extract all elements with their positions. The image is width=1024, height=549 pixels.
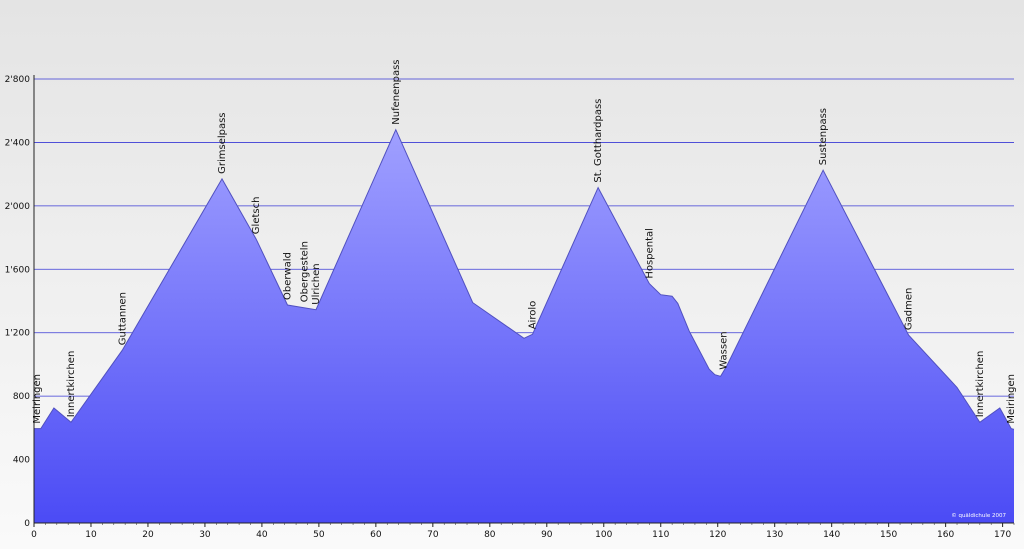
y-tick-label: 0 xyxy=(24,519,30,529)
place-label: Wassen xyxy=(718,331,729,369)
x-tick-label: 20 xyxy=(142,530,154,540)
axes: 0 400 800 1'200 1'600 2'000 2'400 2'800 0 10 20 30 4… xyxy=(5,75,1015,540)
y-tick-label: 2'000 xyxy=(5,202,31,212)
place-label: Gadmen xyxy=(904,288,915,330)
place-label: Ulrichen xyxy=(311,263,322,304)
place-label: Airolo xyxy=(528,301,539,330)
x-tick-label: 60 xyxy=(370,530,382,540)
y-tick-label: 400 xyxy=(13,456,30,466)
x-tick-label: 150 xyxy=(880,530,897,540)
place-label: Guttannen xyxy=(117,292,128,345)
y-tick-label: 1'200 xyxy=(5,329,31,339)
place-label: Meiringen xyxy=(1006,374,1017,424)
y-tick-label: 2'400 xyxy=(5,138,31,148)
credit-text: © quäldichule 2007 xyxy=(951,512,1006,519)
place-label: Nufenenpass xyxy=(391,59,402,124)
x-tick-label: 80 xyxy=(484,530,496,540)
place-label: Oberwald xyxy=(283,252,294,300)
x-tick-label: 130 xyxy=(766,530,783,540)
place-label: St. Gotthardpass xyxy=(593,99,604,183)
x-tick-label: 0 xyxy=(31,530,37,540)
place-labels: Meiringen Innertkirchen Guttannen Grimselpa… xyxy=(32,59,1017,423)
x-tick-label: 120 xyxy=(709,530,726,540)
x-tick-label: 100 xyxy=(595,530,612,540)
x-tick-label: 90 xyxy=(541,530,553,540)
x-tick-label: 50 xyxy=(313,530,325,540)
place-label: Innertkirchen xyxy=(975,351,986,418)
x-tick-label: 30 xyxy=(199,530,211,540)
y-tick-label: 1'600 xyxy=(5,265,31,275)
y-tick-label: 2'800 xyxy=(5,75,31,85)
x-tick-label: 160 xyxy=(937,530,954,540)
x-tick-label: 140 xyxy=(823,530,840,540)
place-label: Grimselpass xyxy=(217,112,228,173)
place-label: Innertkirchen xyxy=(66,351,77,418)
x-tick-label: 10 xyxy=(85,530,97,540)
place-label: Obergesteln xyxy=(300,241,311,302)
x-tick-label: 170 xyxy=(994,530,1011,540)
place-label: Meiringen xyxy=(32,374,43,424)
place-label: Gletsch xyxy=(251,197,262,235)
place-label: Hospental xyxy=(644,228,655,279)
place-label: Sustenpass xyxy=(818,108,829,165)
x-tick-label: 70 xyxy=(427,530,439,540)
x-tick-label: 110 xyxy=(652,530,669,540)
elevation-area-layer xyxy=(34,128,1015,523)
elevation-area xyxy=(34,129,1014,523)
y-tick-label: 800 xyxy=(13,392,30,402)
x-tick-label: 40 xyxy=(256,530,268,540)
elevation-line xyxy=(34,128,1015,430)
